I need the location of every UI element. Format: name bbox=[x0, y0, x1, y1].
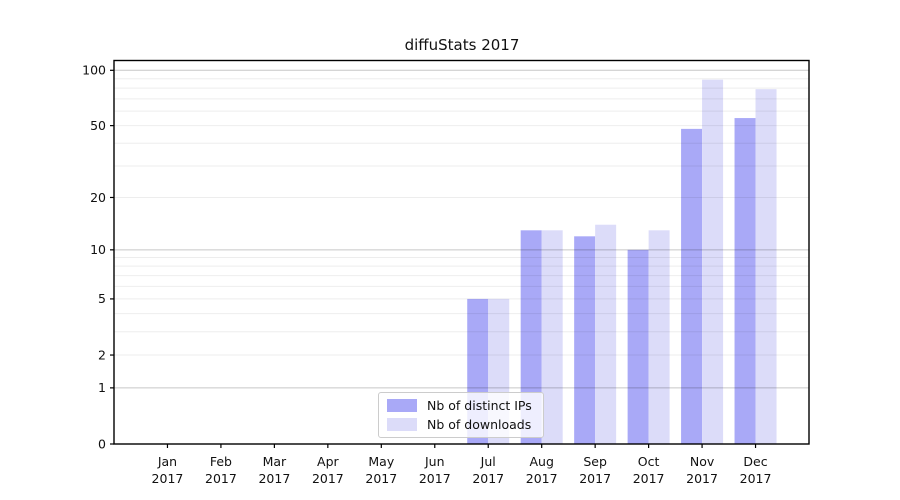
bar-downloads-Dec bbox=[755, 89, 777, 444]
x-tick-label-year: 2017 bbox=[312, 471, 344, 486]
x-tick-label-month: Sep bbox=[583, 454, 607, 469]
x-tick-label-year: 2017 bbox=[740, 471, 772, 486]
x-tick-label-year: 2017 bbox=[526, 471, 558, 486]
x-tick-label-month: Jun bbox=[424, 454, 445, 469]
legend-label-distinct-ips: Nb of distinct IPs bbox=[427, 398, 532, 413]
bar-downloads-Nov bbox=[702, 79, 724, 444]
x-tick-label-year: 2017 bbox=[633, 471, 665, 486]
bar-distinct-ips-Dec bbox=[734, 118, 756, 444]
legend: Nb of distinct IPs Nb of downloads bbox=[378, 392, 544, 438]
x-tick-label-year: 2017 bbox=[686, 471, 718, 486]
gridlines bbox=[114, 69, 809, 389]
y-tick-label: 20 bbox=[90, 190, 106, 205]
legend-swatch-downloads bbox=[387, 418, 417, 431]
y-tick-label: 5 bbox=[98, 291, 106, 306]
y-tick-label: 50 bbox=[90, 118, 106, 133]
x-tick-label-year: 2017 bbox=[205, 471, 237, 486]
legend-item-distinct-ips: Nb of distinct IPs bbox=[387, 398, 535, 413]
y-tick-label: 2 bbox=[98, 347, 106, 362]
legend-label-downloads: Nb of downloads bbox=[427, 417, 532, 432]
bar-downloads-Aug bbox=[541, 230, 563, 444]
x-tick-label-year: 2017 bbox=[365, 471, 397, 486]
x-tick-label-month: Nov bbox=[690, 454, 715, 469]
x-tick-label-year: 2017 bbox=[419, 471, 451, 486]
bar-distinct-ips-Aug bbox=[520, 230, 542, 444]
x-tick-label-year: 2017 bbox=[472, 471, 504, 486]
x-axis: Jan 2017 Feb 2017 Mar 2017 Apr 2017 May 2017 Jun 20… bbox=[152, 444, 772, 486]
x-tick-label-month: Mar bbox=[263, 454, 287, 469]
x-tick-label-month: Aug bbox=[529, 454, 553, 469]
x-tick-label-month: Oct bbox=[638, 454, 660, 469]
y-axis: 0 1 2 5 10 20 50 100 bbox=[82, 63, 114, 451]
bar-downloads-Oct bbox=[648, 230, 670, 444]
x-tick-label-month: May bbox=[368, 454, 394, 469]
bar-distinct-ips-Sep bbox=[574, 236, 596, 444]
x-tick-label-month: Jul bbox=[480, 454, 496, 469]
x-tick-label-month: Dec bbox=[743, 454, 767, 469]
y-tick-label: 10 bbox=[90, 242, 106, 257]
bars-layer bbox=[467, 79, 777, 444]
x-tick-label-month: Jan bbox=[157, 454, 177, 469]
plot-border bbox=[113, 59, 810, 445]
legend-swatch-distinct-ips bbox=[387, 399, 417, 412]
x-tick-label-month: Feb bbox=[210, 454, 232, 469]
x-tick-label-month: Apr bbox=[317, 454, 339, 469]
bar-distinct-ips-Nov bbox=[681, 128, 703, 444]
y-tick-label: 1 bbox=[98, 380, 106, 395]
x-tick-label-year: 2017 bbox=[579, 471, 611, 486]
x-tick-label-year: 2017 bbox=[152, 471, 184, 486]
y-tick-label: 100 bbox=[82, 63, 106, 78]
bar-distinct-ips-Oct bbox=[627, 249, 649, 444]
bar-downloads-Sep bbox=[595, 224, 617, 444]
x-tick-label-year: 2017 bbox=[258, 471, 290, 486]
chart-title: diffuStats 2017 bbox=[404, 36, 520, 54]
legend-item-downloads: Nb of downloads bbox=[387, 417, 535, 432]
y-tick-label: 0 bbox=[98, 436, 106, 451]
